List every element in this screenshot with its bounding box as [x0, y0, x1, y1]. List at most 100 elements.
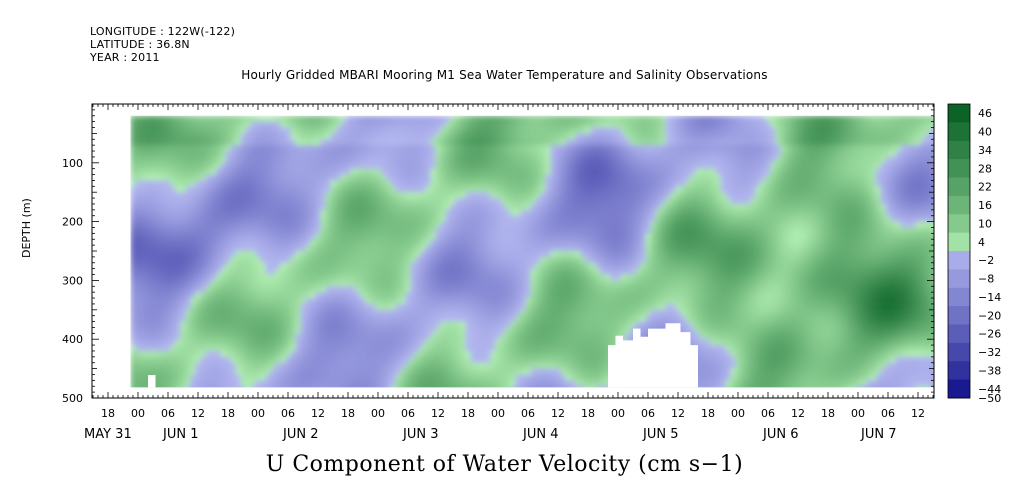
heatmap-cell: [470, 115, 477, 123]
heatmap-cell: [485, 380, 492, 388]
heatmap-cell: [295, 121, 302, 129]
heatmap-cell: [245, 186, 252, 193]
heatmap-cell: [210, 168, 217, 176]
heatmap-cell: [490, 286, 497, 293]
heatmap-cell: [305, 339, 312, 346]
heatmap-cell: [350, 309, 357, 317]
heatmap-cell: [275, 233, 282, 241]
heatmap-cell: [135, 321, 142, 329]
heatmap-cell: [505, 162, 512, 170]
heatmap-cell: [560, 239, 567, 246]
heatmap-cell: [480, 374, 487, 382]
heatmap-cell: [415, 262, 422, 270]
heatmap-cell: [450, 268, 457, 276]
heatmap-cell: [335, 262, 342, 270]
heatmap-cell: [300, 180, 307, 188]
heatmap-cell: [330, 174, 337, 182]
heatmap-cell: [590, 133, 597, 141]
heatmap-cell: [530, 151, 537, 158]
heatmap-cell: [355, 374, 362, 382]
heatmap-cell: [390, 133, 397, 141]
heatmap-cell: [170, 239, 177, 246]
heatmap-cell: [585, 268, 592, 276]
heatmap-cell: [135, 139, 142, 146]
heatmap-cell: [465, 251, 472, 258]
heatmap-cell: [520, 227, 527, 235]
heatmap-cell: [175, 139, 182, 146]
heatmap-cell: [220, 339, 227, 346]
heatmap-cell: [325, 180, 332, 188]
heatmap-cell: [485, 198, 492, 205]
heatmap-cell: [530, 380, 537, 388]
heatmap-cell: [545, 374, 552, 382]
heatmap-cell: [550, 256, 557, 264]
heatmap-cell: [315, 262, 322, 270]
heatmap-cell: [220, 292, 227, 299]
heatmap-cell: [310, 204, 317, 211]
heatmap-cell: [385, 315, 392, 323]
heatmap-cell: [245, 303, 252, 311]
heatmap-cell: [610, 309, 617, 317]
heatmap-cell: [430, 133, 437, 141]
heatmap-cell: [445, 245, 452, 252]
heatmap-cell: [150, 198, 157, 205]
heatmap-cell: [465, 327, 472, 335]
heatmap-cell: [350, 362, 357, 370]
heatmap-cell: [260, 151, 267, 158]
heatmap-cell: [325, 356, 332, 364]
heatmap-cell: [395, 162, 402, 170]
heatmap-cell: [375, 133, 382, 141]
heatmap-cell: [575, 180, 582, 188]
heatmap-cell: [490, 227, 497, 235]
heatmap-cell: [400, 374, 407, 382]
heatmap-cell: [605, 251, 612, 258]
heatmap-cell: [130, 303, 137, 311]
heatmap-cell: [285, 274, 292, 282]
heatmap-cell: [370, 221, 377, 229]
heatmap-cell: [540, 239, 547, 246]
heatmap-cell: [290, 292, 297, 299]
heatmap-cell: [495, 380, 502, 388]
heatmap-cell: [540, 127, 547, 135]
heatmap-cell: [235, 145, 242, 152]
heatmap-cell: [295, 162, 302, 170]
heatmap-cell: [345, 280, 352, 288]
heatmap-cell: [330, 345, 337, 352]
heatmap-cell: [340, 151, 347, 158]
heatmap-cell: [485, 115, 492, 123]
heatmap-cell: [310, 227, 317, 235]
heatmap-cell: [365, 298, 372, 305]
heatmap-cell: [455, 303, 462, 311]
heatmap-cell: [600, 233, 607, 241]
heatmap-cell: [395, 339, 402, 346]
heatmap-cell: [285, 339, 292, 346]
heatmap-cell: [345, 315, 352, 323]
heatmap-cell: [385, 339, 392, 346]
heatmap-cell: [145, 362, 152, 370]
heatmap-cell: [210, 145, 217, 152]
heatmap-cell: [620, 274, 627, 282]
heatmap-cell: [250, 333, 257, 340]
heatmap-cell: [430, 268, 437, 276]
heatmap-cell: [195, 374, 202, 382]
heatmap-cell: [145, 268, 152, 276]
heatmap-cell: [330, 133, 337, 141]
heatmap-cell: [270, 292, 277, 299]
heatmap-cell: [650, 256, 657, 264]
heatmap-cell: [195, 286, 202, 293]
heatmap-cell: [475, 315, 482, 323]
heatmap-cell: [180, 339, 187, 346]
heatmap-cell: [520, 233, 527, 241]
heatmap-cell: [175, 115, 182, 123]
heatmap-cell: [490, 274, 497, 282]
heatmap-cell: [570, 115, 577, 123]
heatmap-cell: [175, 198, 182, 205]
heatmap-cell: [205, 309, 212, 317]
heatmap-cell: [320, 351, 327, 358]
heatmap-cell: [295, 186, 302, 193]
heatmap-cell: [385, 345, 392, 352]
heatmap-cell: [510, 333, 517, 340]
heatmap-cell: [200, 115, 207, 123]
heatmap-cell: [405, 127, 412, 135]
heatmap-cell: [330, 368, 337, 376]
